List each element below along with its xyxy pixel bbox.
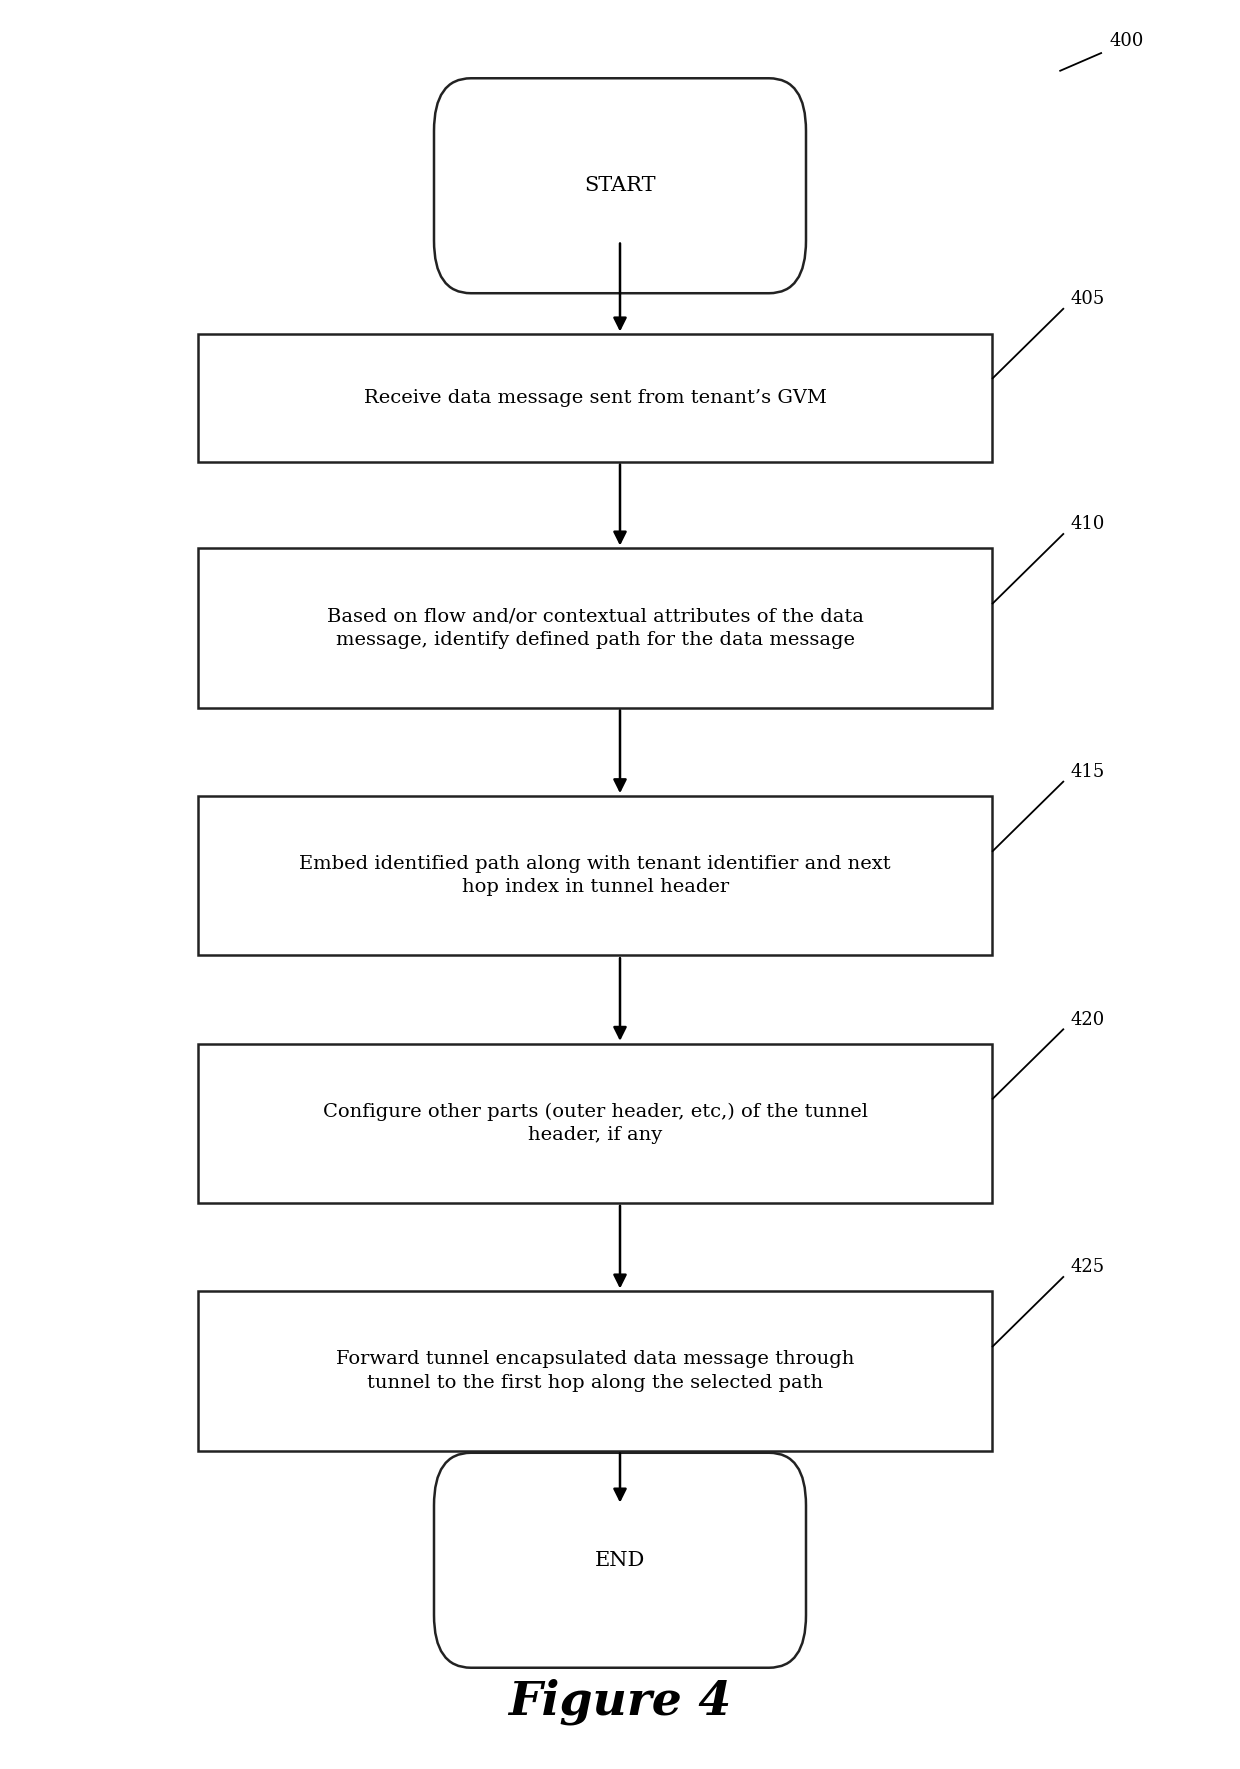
Bar: [198, 796, 992, 955]
Text: 420: 420: [1070, 1010, 1105, 1030]
Text: 405: 405: [1070, 290, 1105, 308]
Text: END: END: [595, 1551, 645, 1569]
Text: START: START: [584, 177, 656, 195]
Bar: [198, 1291, 992, 1451]
Text: Configure other parts (outer header, etc,) of the tunnel
header, if any: Configure other parts (outer header, etc…: [322, 1102, 868, 1145]
Text: 425: 425: [1070, 1258, 1105, 1277]
Bar: [198, 548, 992, 708]
Text: Receive data message sent from tenant’s GVM: Receive data message sent from tenant’s …: [363, 389, 827, 407]
Text: 400: 400: [1110, 32, 1145, 50]
Text: Figure 4: Figure 4: [508, 1679, 732, 1725]
Bar: [198, 334, 992, 462]
Text: 410: 410: [1070, 515, 1105, 532]
Text: 415: 415: [1070, 762, 1105, 782]
FancyBboxPatch shape: [434, 1452, 806, 1668]
Text: Based on flow and/or contextual attributes of the data
message, identify defined: Based on flow and/or contextual attribut…: [327, 607, 863, 649]
Bar: [198, 1044, 992, 1203]
FancyBboxPatch shape: [434, 78, 806, 294]
Text: Embed identified path along with tenant identifier and next
hop index in tunnel : Embed identified path along with tenant …: [299, 854, 892, 897]
Text: Forward tunnel encapsulated data message through
tunnel to the first hop along t: Forward tunnel encapsulated data message…: [336, 1350, 854, 1392]
